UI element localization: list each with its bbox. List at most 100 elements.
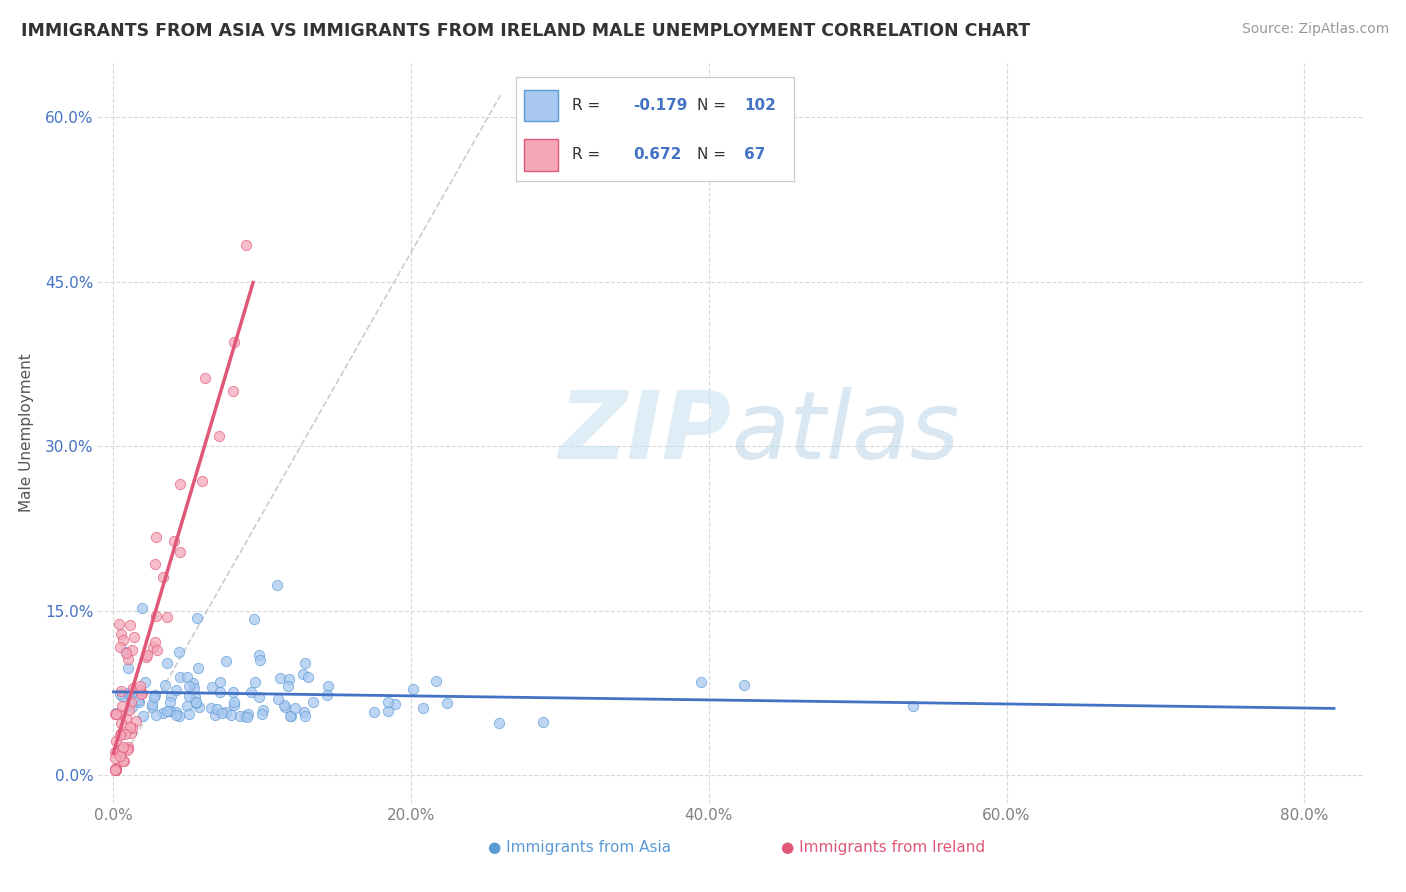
Point [117,743,139,757]
Point [165,683,187,698]
Point [184,697,207,711]
Point [184,695,207,709]
Point [280,708,302,723]
Point [412,701,434,715]
Point [104,763,127,777]
Point [105,707,128,722]
Point [269,671,291,685]
Point [159,704,181,718]
Point [121,721,143,735]
Point [316,679,339,693]
Point [104,706,127,720]
Point [167,708,190,723]
Point [105,761,128,775]
Point [176,699,198,714]
Point [108,728,131,742]
Point [112,754,135,768]
Point [131,687,153,701]
Point [167,645,190,659]
Point [118,720,141,734]
Point [377,704,399,718]
Point [200,681,222,695]
Point [215,705,238,719]
Point [188,700,211,714]
Point [229,709,252,723]
Point [145,609,167,624]
Point [204,708,226,723]
Point [104,746,127,760]
Point [143,557,166,571]
Point [127,689,149,703]
Point [128,695,150,709]
Point [402,681,425,696]
Point [117,739,139,754]
Point [243,674,266,689]
Point [690,674,713,689]
Point [145,635,167,649]
Point [187,661,209,675]
Point [177,689,200,703]
Point [117,661,139,675]
Point [163,534,186,549]
Point [129,679,152,693]
Point [110,716,132,731]
Point [160,690,183,704]
Point [297,670,319,684]
Point [436,696,458,710]
Point [181,676,204,690]
Point [131,686,153,700]
Point [108,640,131,654]
Point [292,705,315,719]
Point [135,649,157,664]
Point [104,763,127,777]
Point [110,726,132,740]
Point [120,726,142,740]
Point [118,703,141,717]
Point [280,709,302,723]
Point [117,652,139,666]
Point [121,688,143,702]
Point [291,667,314,681]
Point [117,742,139,756]
Point [183,681,205,695]
Point [363,705,385,719]
Point [221,384,243,398]
Point [267,691,290,706]
Point [118,618,141,632]
Point [111,689,134,703]
Point [236,707,259,722]
Point [152,706,174,720]
Point [125,714,148,729]
Point [111,742,134,756]
Point [186,611,208,625]
Point [165,705,187,719]
Point [110,683,132,698]
Point [134,675,156,690]
Point [156,609,179,624]
Point [252,703,274,717]
Point [531,715,554,730]
Point [211,706,233,720]
Point [115,711,138,725]
Point [111,699,134,714]
Point [110,626,132,640]
Point [136,648,159,662]
Point [236,710,259,724]
Point [184,690,207,705]
Point [176,670,198,684]
Point [273,698,295,712]
Point [153,677,176,691]
Point [239,684,262,698]
Text: atlas: atlas [731,387,959,478]
Point [733,678,755,692]
Point [233,708,256,723]
Point [156,704,179,718]
Point [294,709,316,723]
Point [156,657,179,671]
Point [120,694,142,708]
Point [111,739,134,754]
Point [208,429,231,443]
Point [128,683,150,698]
Point [224,334,246,349]
Point [127,693,149,707]
